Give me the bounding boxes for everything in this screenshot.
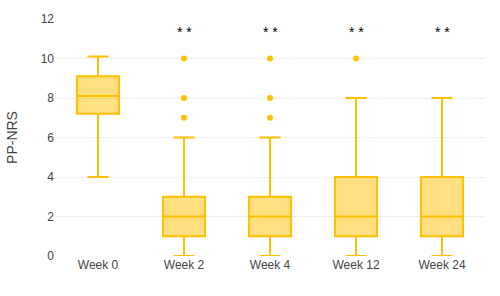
svg-text:12: 12 bbox=[41, 12, 55, 26]
svg-text:* *: * * bbox=[349, 24, 364, 40]
svg-text:Week 4: Week 4 bbox=[250, 258, 291, 272]
svg-text:4: 4 bbox=[47, 170, 54, 184]
svg-text:Week 2: Week 2 bbox=[164, 258, 205, 272]
svg-text:0: 0 bbox=[47, 249, 54, 263]
svg-text:10: 10 bbox=[41, 52, 55, 66]
svg-text:* *: * * bbox=[263, 24, 278, 40]
svg-text:2: 2 bbox=[47, 210, 54, 224]
svg-text:6: 6 bbox=[47, 131, 54, 145]
svg-text:PP-NRS: PP-NRS bbox=[4, 111, 20, 164]
svg-text:Week 0: Week 0 bbox=[78, 258, 119, 272]
svg-text:8: 8 bbox=[47, 91, 54, 105]
svg-text:Week 24: Week 24 bbox=[418, 258, 465, 272]
svg-text:* *: * * bbox=[177, 24, 192, 40]
svg-text:* *: * * bbox=[435, 24, 450, 40]
svg-text:Week 12: Week 12 bbox=[332, 258, 379, 272]
